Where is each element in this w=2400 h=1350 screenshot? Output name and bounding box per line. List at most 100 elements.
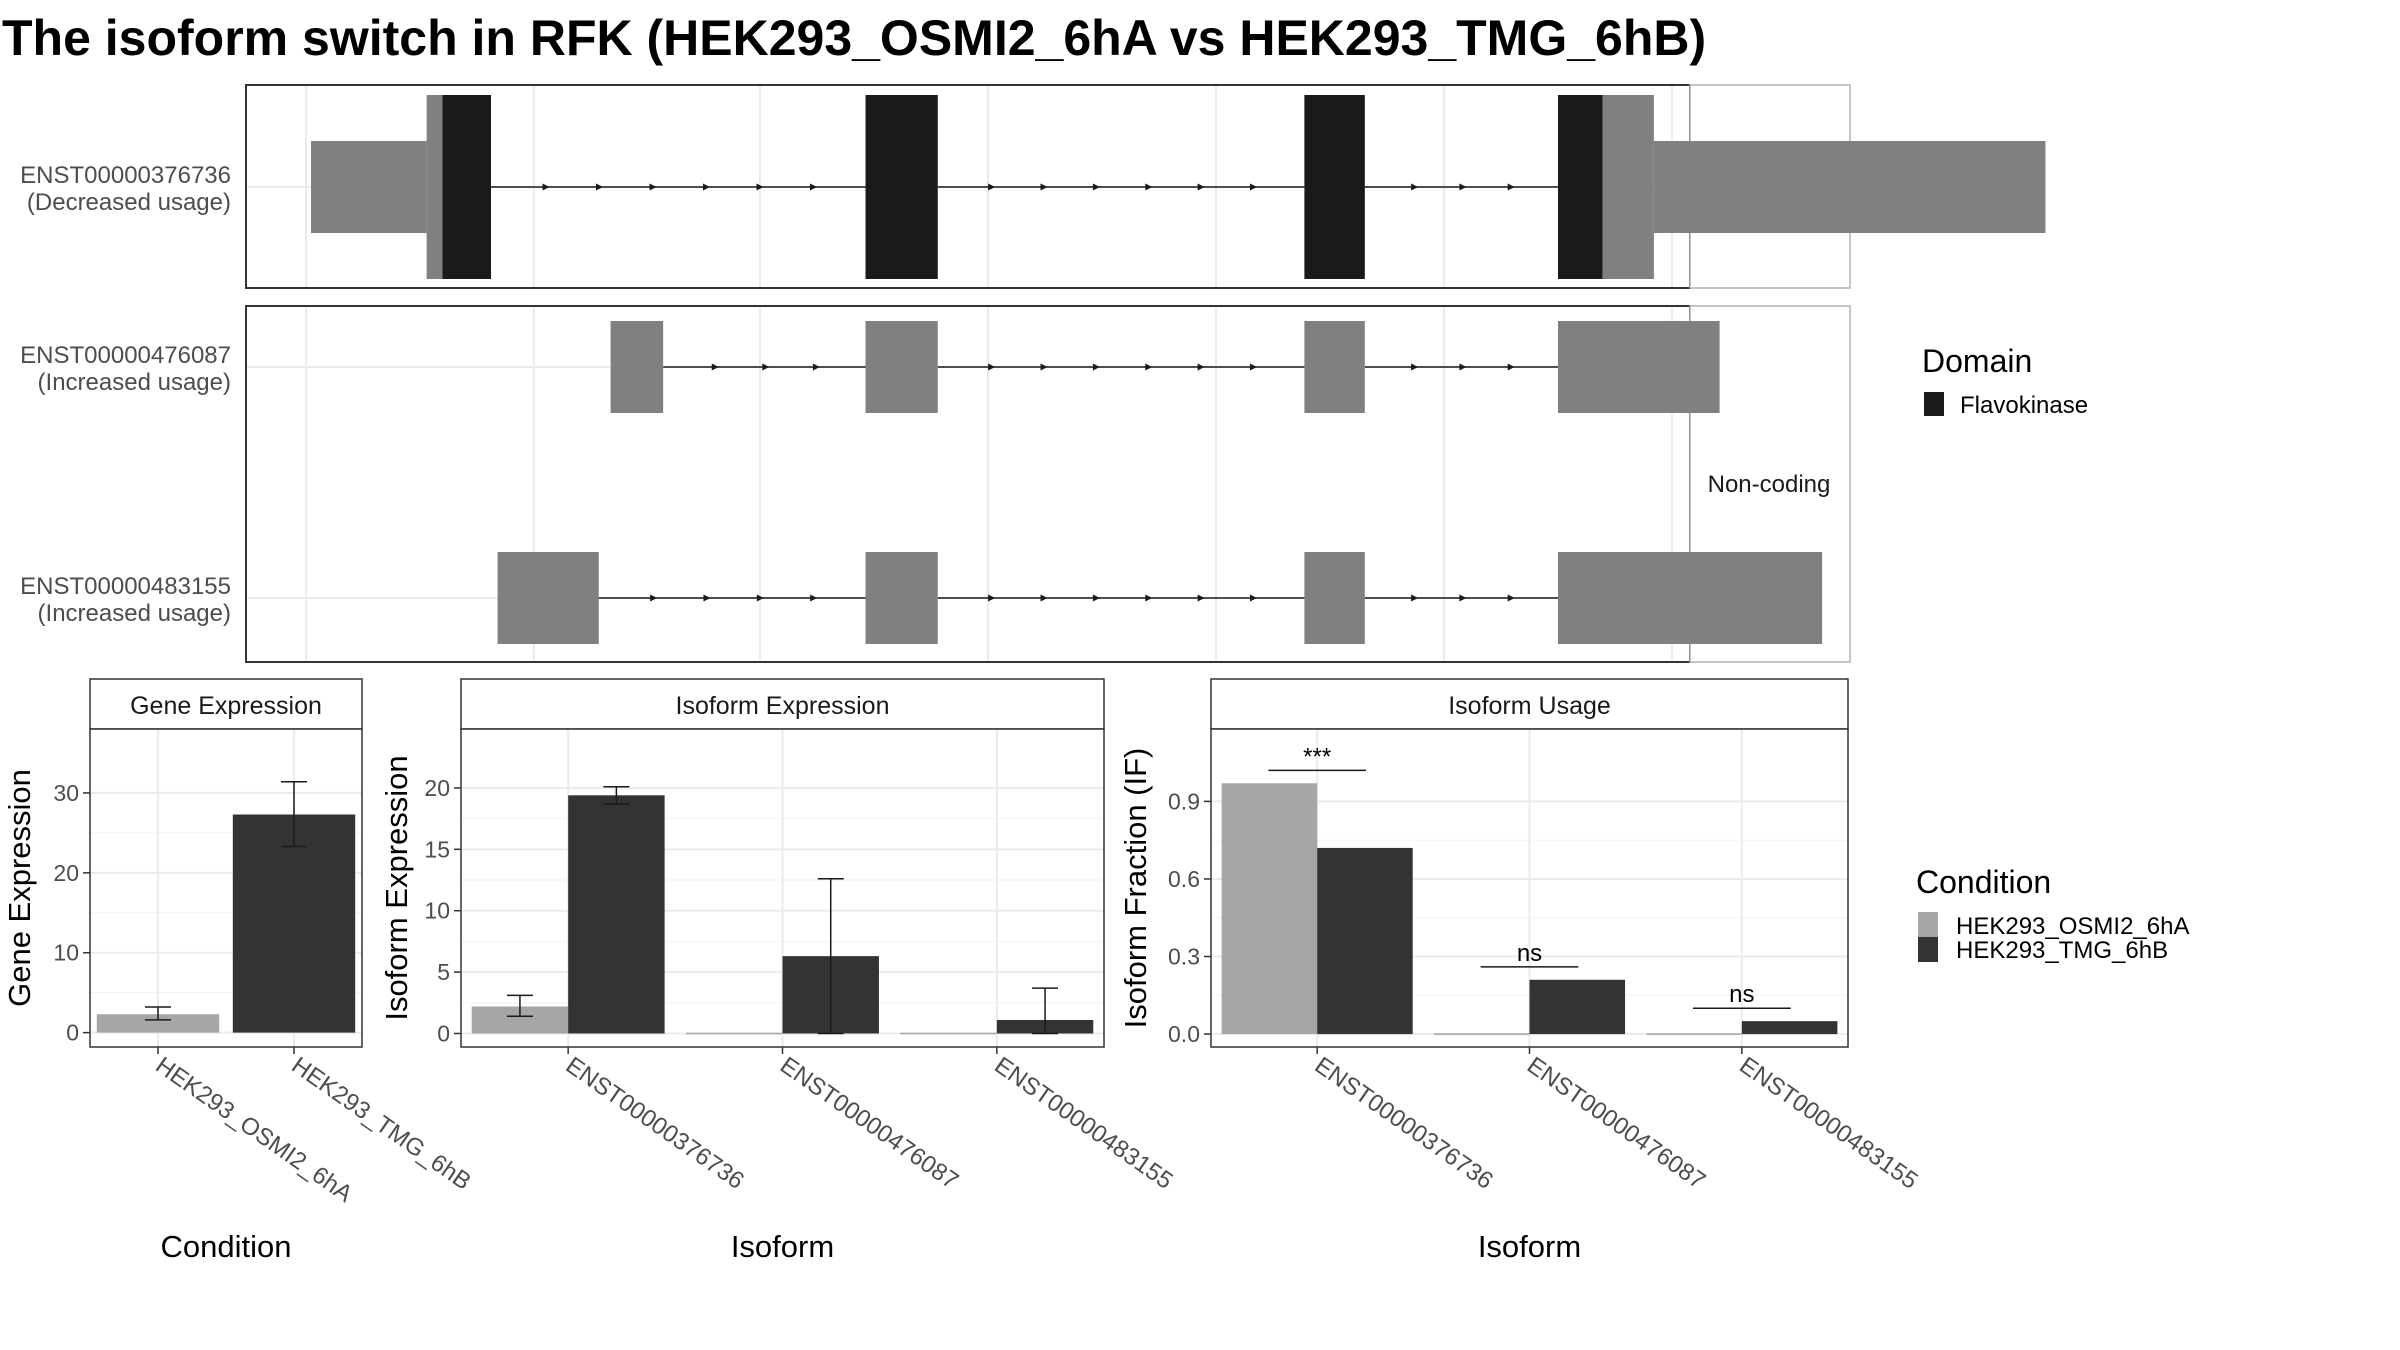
transcript-track: ENST00000376736(Decreased usage)	[20, 95, 2046, 279]
x-axis-title: Isoform	[1478, 1229, 1581, 1264]
condition-legend-swatch	[1918, 937, 1938, 962]
x-tick-label: ENST00000476087	[775, 1052, 963, 1195]
intron-arrow	[1459, 594, 1467, 602]
intron-arrow	[812, 363, 820, 371]
exon-noncoding	[1557, 321, 1720, 413]
intron-arrow	[649, 183, 657, 191]
bar	[1529, 979, 1626, 1035]
y-tick-label: 15	[424, 836, 450, 862]
exon-utr	[1653, 141, 2046, 233]
structure-panel-bg	[246, 306, 1690, 662]
bar	[568, 795, 665, 1034]
y-tick-label: 0	[66, 1020, 79, 1046]
transcript-usage-label: (Increased usage)	[38, 600, 231, 627]
y-tick-label: 20	[53, 860, 79, 886]
exon-noncoding	[865, 321, 938, 413]
intron-arrow	[711, 363, 719, 371]
exon-domain	[442, 95, 492, 279]
bar	[96, 1014, 220, 1033]
intron-arrow	[810, 183, 818, 191]
intron-arrow	[1250, 183, 1258, 191]
intron-arrow	[1092, 594, 1100, 602]
transcript-usage-label: (Increased usage)	[38, 369, 231, 396]
bar	[1741, 1021, 1838, 1035]
isoform-structure-plot: CodingNon-codingENST00000376736(Decrease…	[20, 84, 2046, 663]
y-tick-label: 20	[424, 775, 450, 801]
intron-arrow	[1092, 183, 1100, 191]
exon-noncoding	[610, 321, 664, 413]
intron-arrow	[1507, 363, 1515, 371]
y-tick-label: 10	[53, 940, 79, 966]
y-tick-label: 0.0	[1168, 1021, 1200, 1047]
bar	[1433, 1033, 1530, 1035]
transcript-usage-label: (Decreased usage)	[27, 189, 231, 216]
y-tick-label: 0.3	[1168, 944, 1200, 970]
significance-label: ***	[1303, 743, 1331, 770]
transcript-id-label: ENST00000376736	[20, 162, 231, 189]
chart-strip	[460, 678, 1105, 730]
intron-arrow	[988, 594, 996, 602]
intron-arrow	[1411, 183, 1419, 191]
isoform-expression-chart: Isoform Expression 0 5 10 15 20 ENST0000037673…	[379, 678, 1178, 1264]
condition-legend-label: HEK293_TMG_6hB	[1956, 937, 2168, 964]
x-tick-label: ENST00000376736	[1310, 1052, 1498, 1195]
domain-legend-swatch	[1924, 392, 1944, 416]
x-tick-label: ENST00000476087	[1522, 1052, 1710, 1195]
y-tick-label: 10	[424, 898, 450, 924]
chart-panel-border	[89, 728, 363, 1048]
facet-strip-label: Non-coding	[1708, 471, 1831, 498]
exon-noncoding	[1557, 552, 1823, 644]
intron-arrow	[1145, 594, 1153, 602]
intron-arrow	[1250, 363, 1258, 371]
domain-legend: Domain Flavokinase	[1922, 343, 2088, 419]
chart-strip-title: Isoform Usage	[1448, 692, 1611, 720]
significance-label: ns	[1729, 981, 1754, 1008]
intron-arrow	[1459, 183, 1467, 191]
exon-noncoding	[1304, 321, 1365, 413]
intron-arrow	[1040, 183, 1048, 191]
condition-legend-label: HEK293_OSMI2_6hA	[1956, 913, 2189, 940]
x-tick-label: ENST00000483155	[1734, 1052, 1922, 1195]
exon-cds	[426, 95, 443, 279]
y-tick-label: 0	[437, 1020, 450, 1046]
y-tick-label: 0.6	[1168, 866, 1200, 892]
exon-noncoding	[497, 552, 599, 644]
intron-arrow	[756, 594, 764, 602]
gene-expression-chart: Gene Expression0102030HEK293_OSMI2_6hAHE…	[2, 678, 476, 1264]
transcript-track: ENST00000483155(Increased usage)	[20, 552, 1823, 644]
exon-utr	[311, 141, 427, 233]
condition-legend-swatch	[1918, 912, 1938, 937]
domain-legend-label: Flavokinase	[1960, 392, 2088, 419]
intron-arrow	[1411, 363, 1419, 371]
exon-domain	[1304, 95, 1365, 279]
intron-arrow	[756, 183, 764, 191]
y-axis-title: Gene Expression	[2, 769, 37, 1007]
isoform-usage-chart: Isoform Usage *** ns ns 0.0 0.3 0.6 0.9 ENST0000…	[1118, 678, 1923, 1264]
x-tick-label: ENST00000483155	[989, 1052, 1177, 1195]
condition-legend-title: Condition	[1916, 864, 2051, 900]
exon-domain	[865, 95, 938, 279]
intron-arrow	[762, 363, 770, 371]
exon-domain	[1557, 95, 1603, 279]
chart-strip-title: Isoform Expression	[676, 692, 890, 720]
bar	[232, 814, 356, 1033]
exon-noncoding	[1304, 552, 1365, 644]
chart-strip	[1210, 678, 1849, 730]
exon-cds	[1602, 95, 1654, 279]
intron-arrow	[1040, 594, 1048, 602]
intron-arrow	[1197, 363, 1205, 371]
y-axis-title: Isoform Fraction (IF)	[1118, 748, 1153, 1029]
y-tick-label: 0.9	[1168, 788, 1200, 814]
intron-arrow	[1459, 363, 1467, 371]
intron-arrow	[810, 594, 818, 602]
intron-arrow	[988, 363, 996, 371]
intron-arrow	[542, 183, 550, 191]
bar	[1646, 1033, 1742, 1035]
bar	[1221, 783, 1318, 1035]
bar	[686, 1032, 783, 1035]
intron-arrow	[703, 594, 711, 602]
intron-arrow	[1507, 183, 1515, 191]
intron-arrow	[703, 183, 711, 191]
